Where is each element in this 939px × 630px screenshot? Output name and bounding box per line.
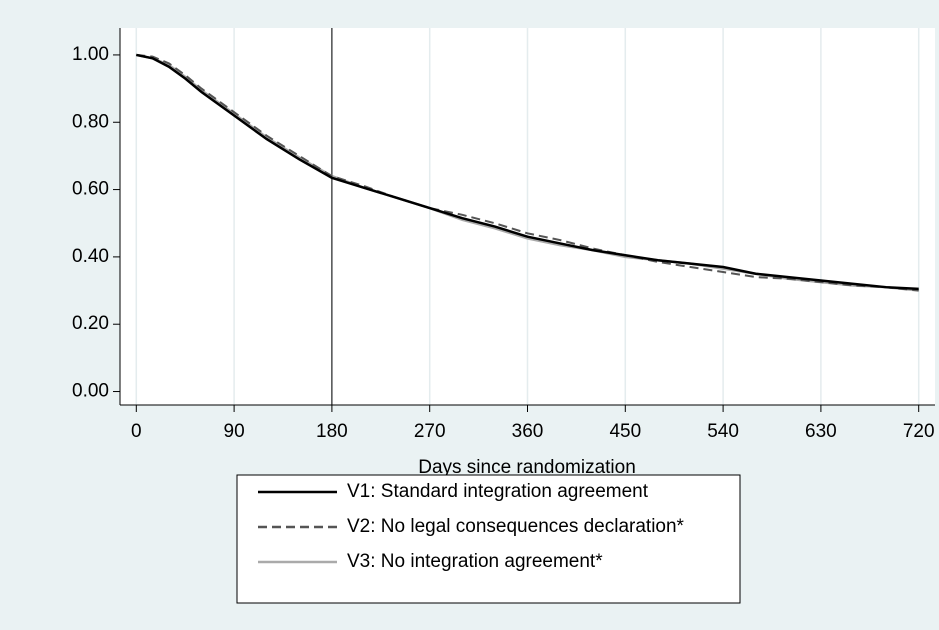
x-axis-label: Days since randomization bbox=[418, 457, 636, 478]
x-tick-label: 720 bbox=[903, 421, 935, 442]
x-tick-label: 270 bbox=[414, 421, 446, 442]
y-tick-label: 1.00 bbox=[72, 44, 109, 65]
x-tick-label: 90 bbox=[224, 421, 245, 442]
x-tick-label: 0 bbox=[131, 421, 142, 442]
series-line bbox=[136, 53, 919, 291]
x-tick-label: 360 bbox=[512, 421, 544, 442]
x-tick-label: 450 bbox=[609, 421, 641, 442]
y-tick-label: 0.00 bbox=[72, 381, 109, 402]
series-line bbox=[136, 53, 919, 292]
y-tick-label: 0.20 bbox=[72, 313, 109, 334]
legend-box bbox=[236, 474, 741, 604]
y-tick-label: 0.60 bbox=[72, 179, 109, 200]
legend-label: V3: No integration agreement* bbox=[347, 551, 603, 572]
legend-label: V1: Standard integration agreement bbox=[347, 481, 649, 502]
y-tick-label: 0.80 bbox=[72, 111, 109, 132]
x-tick-label: 540 bbox=[707, 421, 739, 442]
x-tick-label: 180 bbox=[316, 421, 348, 442]
legend-label: V2: No legal consequences declaration* bbox=[347, 516, 685, 537]
y-tick-label: 0.40 bbox=[72, 246, 109, 267]
x-tick-label: 630 bbox=[805, 421, 837, 442]
